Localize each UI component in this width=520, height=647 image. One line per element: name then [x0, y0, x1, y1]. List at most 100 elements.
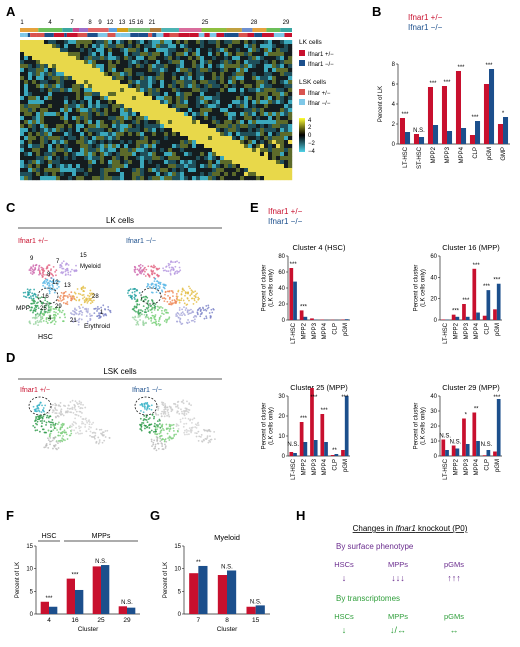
umap-point	[31, 273, 34, 275]
heatmap-cell	[132, 84, 137, 89]
heatmap-cell	[188, 124, 193, 129]
umap-point	[29, 288, 32, 291]
umap-point	[57, 434, 60, 437]
umap-point	[37, 409, 40, 412]
heatmap-cell	[64, 152, 69, 157]
umap-point	[64, 411, 67, 414]
cluster-segment	[241, 28, 253, 32]
umap-point	[69, 407, 72, 410]
umap-point	[157, 424, 159, 427]
heatmap-cell	[184, 88, 189, 93]
heatmap-cell	[188, 84, 193, 89]
heatmap-cell	[92, 144, 97, 149]
umap-point	[34, 264, 37, 267]
x-axis-label: Cluster	[78, 626, 99, 633]
umap-point	[191, 418, 194, 421]
umap-point	[35, 417, 37, 420]
umap-point	[76, 296, 78, 299]
heatmap-cell	[100, 68, 105, 73]
heatmap-cell	[156, 116, 161, 121]
heatmap-cell	[104, 72, 109, 77]
umap-point	[60, 423, 63, 426]
heatmap-cell	[168, 172, 173, 177]
heatmap-cell	[164, 80, 169, 85]
umap-point	[29, 272, 32, 274]
chart-title: Cluster 25 (MPP)	[290, 383, 348, 392]
umap-point	[88, 295, 91, 298]
heatmap-cell	[128, 84, 133, 89]
umap-point	[90, 292, 93, 295]
significance-mark: N.S.	[250, 599, 262, 605]
heatmap-cell	[128, 56, 133, 61]
umap-point	[196, 313, 199, 316]
cluster-segment	[117, 28, 129, 32]
heatmap-cell	[176, 76, 181, 81]
heatmap-cell	[84, 112, 89, 117]
heatmap-cell	[248, 92, 253, 97]
heatmap-cell	[160, 40, 165, 45]
umap-point	[191, 426, 194, 429]
umap-point	[183, 289, 185, 292]
umap-point	[164, 284, 167, 287]
heatmap-cell	[188, 104, 193, 109]
heatmap-cell	[164, 168, 169, 173]
y-tick-label: 0	[282, 318, 286, 324]
heatmap-cell	[272, 160, 277, 165]
umap-point	[94, 434, 97, 437]
umap-point	[147, 304, 150, 307]
heatmap-cell	[24, 48, 29, 53]
heatmap-cell	[244, 52, 249, 57]
umap-point	[77, 405, 80, 408]
heatmap-cell	[84, 136, 89, 141]
heatmap-cell	[280, 56, 285, 61]
umap-point	[43, 420, 46, 422]
umap-point	[34, 419, 37, 421]
heatmap-cell	[192, 88, 197, 93]
umap-point	[165, 318, 167, 321]
heatmap-cell	[36, 120, 41, 125]
heatmap-cell	[24, 88, 29, 93]
heatmap-cell	[256, 112, 261, 117]
umap-point	[159, 426, 162, 429]
x-tick-label: pGM	[487, 147, 493, 160]
heatmap-cell	[252, 128, 257, 133]
umap-point	[66, 407, 69, 410]
umap-point	[64, 302, 67, 305]
umap-c-ko-cells	[127, 260, 215, 327]
heatmap-cell	[176, 136, 181, 141]
cluster-label: 8	[88, 20, 92, 26]
heatmap-cell	[100, 116, 105, 121]
heatmap-cell	[72, 116, 77, 121]
heatmap-cell	[40, 136, 45, 141]
heatmap-cell	[268, 72, 273, 77]
heatmap-cell	[176, 144, 181, 149]
umap-point	[193, 318, 196, 321]
umap-point	[50, 421, 53, 424]
heatmap-cell	[56, 80, 61, 85]
umap-point	[48, 306, 50, 309]
umap-point	[36, 418, 39, 421]
heatmap-cell	[244, 144, 249, 149]
heatmap-cell	[120, 92, 125, 97]
umap-point	[139, 267, 142, 270]
heatmap-cell	[88, 164, 93, 169]
heatmap-cell	[260, 136, 265, 141]
heatmap-cell	[128, 116, 133, 121]
umap-point	[180, 293, 183, 295]
umap-point	[176, 423, 179, 426]
heatmap-cell	[40, 152, 45, 157]
umap-point	[47, 416, 50, 419]
heatmap-cell	[132, 128, 137, 133]
heatmap-cell	[32, 48, 37, 53]
y-axis-label-line: Percent of cluster	[262, 403, 268, 450]
heatmap-cell	[68, 80, 73, 85]
heatmap-cell	[44, 56, 49, 61]
heatmap-cell	[108, 72, 113, 77]
heatmap-cell	[64, 100, 69, 105]
heatmap-cell	[220, 100, 225, 105]
panel-d-umap: LSK cells Ifnar1 +/− Ifnar1 −/−	[18, 367, 222, 452]
heatmap-cell	[20, 48, 25, 53]
heatmap-cell	[140, 104, 145, 109]
heatmap-cell	[224, 48, 229, 53]
umap-point	[186, 309, 189, 312]
